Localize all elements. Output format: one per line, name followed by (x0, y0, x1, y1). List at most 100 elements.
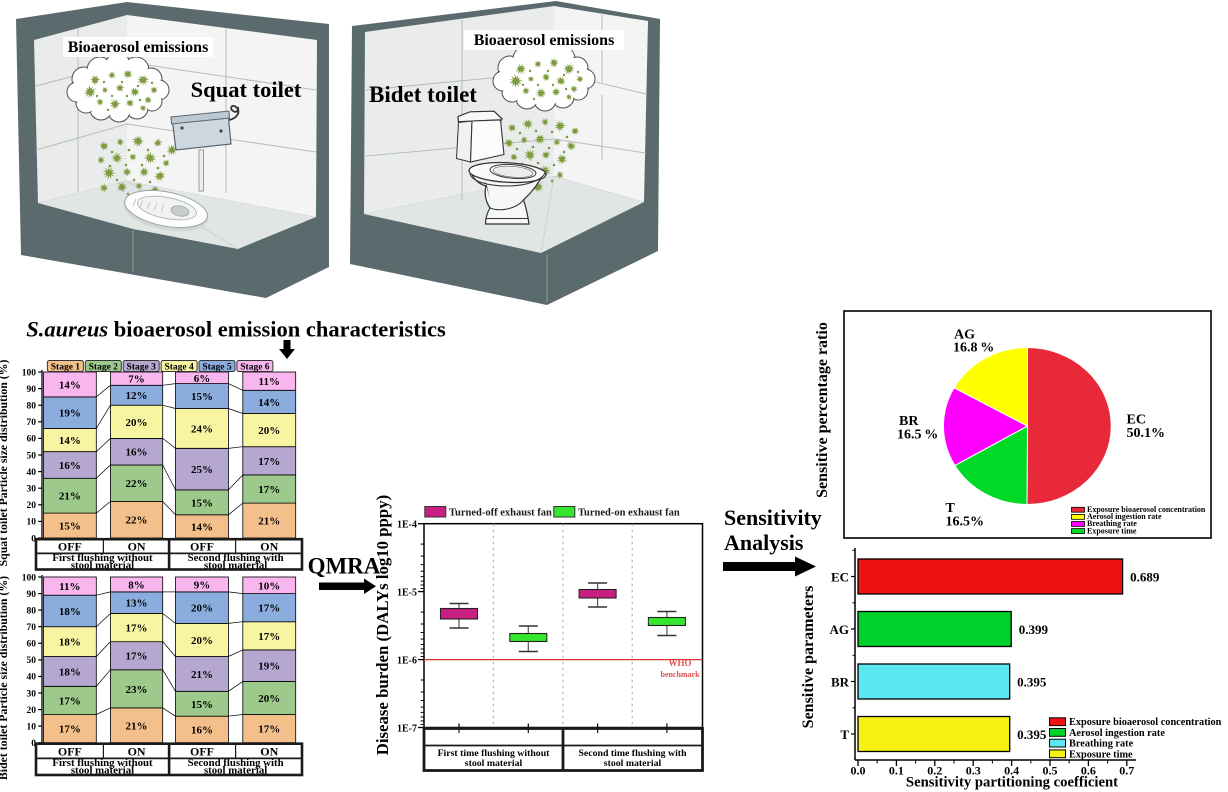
svg-text:EC: EC (1127, 413, 1146, 428)
svg-text:0.399: 0.399 (1019, 622, 1049, 637)
svg-text:stool material: stool material (465, 758, 523, 769)
svg-text:22%: 22% (126, 478, 148, 490)
svg-text:15%: 15% (59, 521, 81, 533)
svg-text:17%: 17% (126, 651, 148, 663)
svg-text:Sensitive parameters: Sensitive parameters (800, 586, 817, 729)
svg-text:20%: 20% (126, 417, 148, 429)
svg-text:ON: ON (128, 540, 146, 554)
svg-text:22%: 22% (126, 515, 148, 527)
svg-text:16%: 16% (126, 447, 148, 459)
svg-text:First flushing without: First flushing without (52, 552, 153, 564)
svg-text:1E-5: 1E-5 (397, 587, 417, 598)
svg-text:17%: 17% (258, 456, 280, 468)
svg-text:ON: ON (128, 744, 146, 758)
svg-text:0.5: 0.5 (1043, 763, 1058, 777)
svg-text:15%: 15% (191, 497, 213, 509)
svg-text:Squat toilet Particle size dis: Squat toilet Particle size distribution … (0, 360, 10, 567)
svg-text:90: 90 (27, 385, 37, 395)
svg-text:14%: 14% (191, 521, 213, 533)
svg-text:15%: 15% (191, 699, 213, 711)
svg-text:10: 10 (27, 722, 37, 732)
svg-text:AG: AG (830, 622, 850, 637)
svg-text:18%: 18% (59, 637, 81, 649)
svg-text:Exposure bioaerosol concentrat: Exposure bioaerosol concentration (1087, 505, 1206, 514)
svg-text:First flushing without: First flushing without (52, 757, 153, 769)
svg-text:16.8 %: 16.8 % (953, 341, 994, 356)
svg-text:20%: 20% (191, 635, 213, 647)
svg-text:1E-4: 1E-4 (397, 520, 417, 531)
svg-text:17%: 17% (59, 724, 81, 736)
svg-text:20: 20 (27, 706, 37, 716)
svg-text:70: 70 (27, 623, 37, 633)
svg-text:Bioaerosol emissions: Bioaerosol emissions (68, 39, 209, 56)
svg-text:OFF: OFF (58, 540, 82, 554)
svg-text:14%: 14% (258, 397, 280, 409)
svg-text:OFF: OFF (190, 540, 214, 554)
svg-text:Exposure time: Exposure time (1087, 526, 1137, 535)
svg-text:Second time flushing with: Second time flushing with (578, 748, 687, 759)
svg-text:19%: 19% (59, 408, 81, 420)
svg-text:8%: 8% (128, 579, 145, 591)
svg-text:Stage 6: Stage 6 (240, 362, 270, 372)
svg-text:21%: 21% (258, 516, 280, 528)
svg-text:Stage 3: Stage 3 (127, 362, 157, 372)
svg-text:18%: 18% (59, 666, 81, 678)
svg-text:15%: 15% (191, 391, 213, 403)
svg-text:0.7: 0.7 (1119, 763, 1134, 777)
svg-text:T: T (840, 727, 849, 742)
svg-text:17%: 17% (258, 631, 280, 643)
svg-text:Stage 4: Stage 4 (164, 362, 194, 372)
svg-text:50.1%: 50.1% (1127, 426, 1166, 441)
svg-text:80: 80 (27, 402, 37, 412)
svg-text:Aerosol ingestion rate: Aerosol ingestion rate (1069, 728, 1165, 739)
svg-text:23%: 23% (126, 684, 148, 696)
svg-text:20%: 20% (191, 603, 213, 615)
svg-text:T: T (946, 501, 956, 516)
svg-text:1E-6: 1E-6 (397, 655, 417, 666)
svg-text:17%: 17% (258, 603, 280, 615)
svg-text:Breathing rate: Breathing rate (1087, 519, 1137, 528)
svg-text:10: 10 (27, 518, 37, 528)
svg-text:EC: EC (831, 570, 849, 585)
svg-text:16.5 %: 16.5 % (897, 428, 938, 443)
svg-text:Disease burden (DALYs log10 pp: Disease burden (DALYs log10 pppy) (373, 495, 392, 755)
svg-text:Stage 2: Stage 2 (89, 362, 119, 372)
svg-text:60: 60 (27, 435, 37, 445)
svg-text:18%: 18% (59, 606, 81, 618)
svg-text:30: 30 (27, 485, 37, 495)
svg-text:stool material: stool material (204, 560, 267, 572)
svg-text:21%: 21% (59, 491, 81, 503)
svg-text:AG: AG (954, 328, 975, 343)
svg-text:ON: ON (260, 744, 278, 758)
svg-text:Turned-off exhaust fan: Turned-off exhaust fan (449, 507, 552, 518)
svg-text:60: 60 (27, 640, 37, 650)
svg-text:Breathing rate: Breathing rate (1069, 739, 1134, 750)
svg-text:Stage 5: Stage 5 (202, 362, 232, 372)
svg-text:Aerosol ingestion rate: Aerosol ingestion rate (1087, 512, 1162, 521)
svg-text:Exposure bioaerosol concentrat: Exposure bioaerosol concentration (1069, 717, 1222, 728)
svg-text:20: 20 (27, 501, 37, 511)
svg-text:Squat toilet: Squat toilet (191, 77, 302, 102)
svg-text:QMRA: QMRA (308, 554, 381, 579)
svg-text:benchmark: benchmark (660, 670, 700, 679)
svg-text:6%: 6% (194, 373, 211, 385)
svg-text:Bidet toilet Particle size dis: Bidet toilet Particle size distribution … (0, 576, 10, 780)
svg-text:16%: 16% (59, 460, 81, 472)
svg-text:0: 0 (31, 739, 36, 749)
svg-text:0.2: 0.2 (927, 763, 942, 777)
svg-text:Analysis: Analysis (724, 530, 804, 555)
svg-text:13%: 13% (126, 598, 148, 610)
svg-text:0.6: 0.6 (1081, 763, 1096, 777)
svg-text:100: 100 (22, 368, 37, 378)
svg-text:stool material: stool material (71, 765, 134, 777)
svg-text:Sensitivity partitioning coeff: Sensitivity partitioning coefficient (906, 775, 1118, 791)
svg-text:17%: 17% (126, 623, 148, 635)
svg-text:BR: BR (831, 675, 850, 690)
svg-text:stool material: stool material (71, 560, 134, 572)
svg-text:Second flushing with: Second flushing with (188, 757, 284, 769)
svg-text:S.aureus bioaerosol emission c: S.aureus bioaerosol emission characteris… (26, 317, 446, 342)
svg-text:10%: 10% (258, 580, 280, 592)
svg-text:12%: 12% (126, 390, 148, 402)
svg-text:0.395: 0.395 (1017, 727, 1047, 742)
svg-text:9%: 9% (194, 579, 211, 591)
